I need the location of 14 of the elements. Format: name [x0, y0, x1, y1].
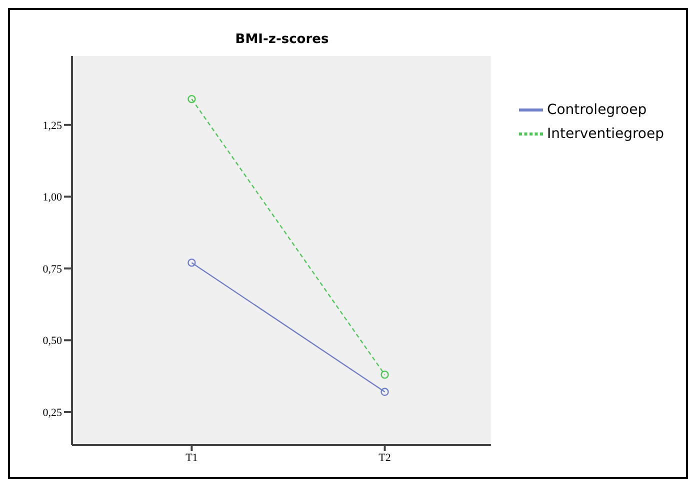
point [188, 94, 196, 104]
x-tick-label: T1 [186, 452, 198, 464]
y-tick-label: 0,50 [42, 335, 62, 348]
y-tick-label: 1,00 [42, 192, 62, 204]
point [380, 370, 389, 379]
y-tick-label: 0,25 [42, 406, 62, 419]
point [188, 258, 196, 267]
legend-label: Interventiegroep [546, 126, 664, 142]
y-tick-label: 0,75 [42, 263, 62, 276]
y-tick-label: 1,25 [42, 120, 62, 132]
x-tick-label: T2 [378, 452, 391, 464]
chart-title: BMI-z-scores [234, 32, 330, 47]
legend-label: Controlegroep [546, 102, 647, 118]
point [380, 388, 389, 396]
